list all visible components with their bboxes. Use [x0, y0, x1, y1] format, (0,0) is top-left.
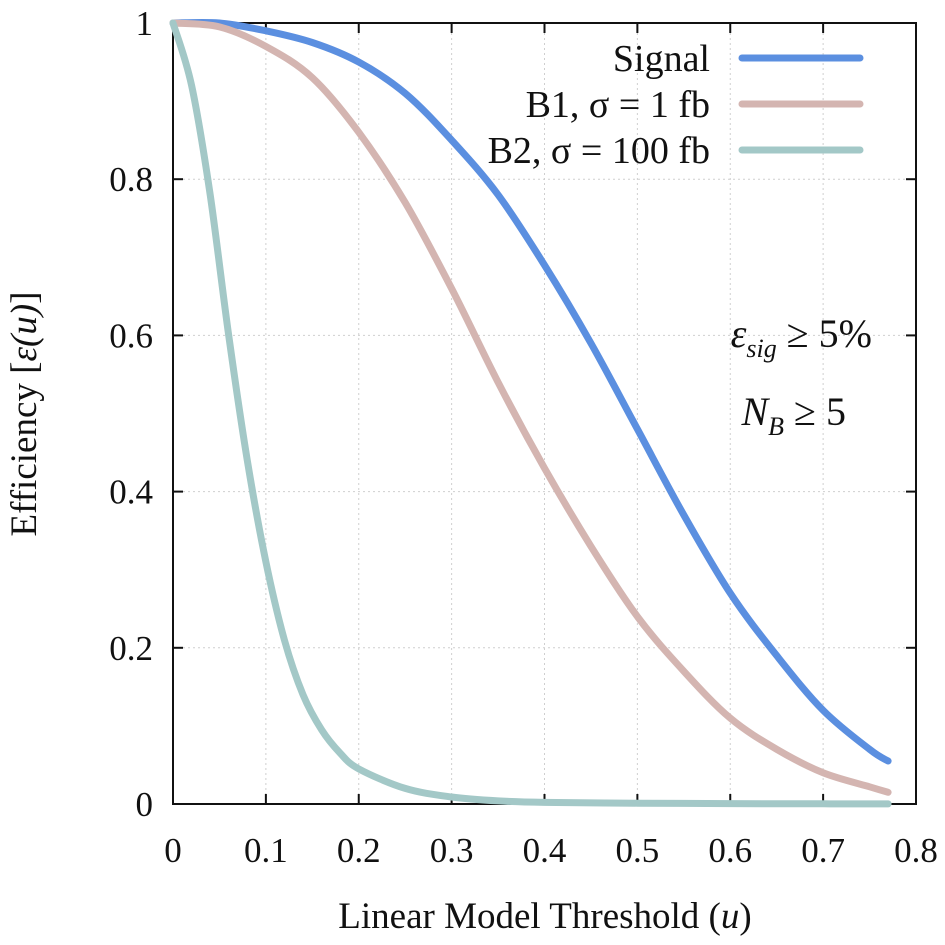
- x-tick-labels: 0 0.1 0.2 0.3 0.4 0.5 0.6 0.7 0.8: [164, 831, 938, 870]
- y-tick-label: 0.6: [109, 316, 153, 355]
- series-line-3: [169, 19, 892, 808]
- x-tick-label: 0.7: [801, 831, 845, 870]
- x-tick-label: 0.6: [708, 831, 752, 870]
- annotation-background-count: NB ≥ 5: [740, 389, 846, 441]
- x-tick-label: 0.3: [430, 831, 474, 870]
- x-tick-label: 0.1: [244, 831, 288, 870]
- legend-label-1: Signal: [613, 38, 710, 80]
- y-tick-label: 0.8: [109, 160, 153, 199]
- y-axis-label: Efficiency [ε(u)]: [4, 291, 45, 536]
- x-tick-label: 0: [164, 831, 182, 870]
- y-tick-label: 0: [136, 785, 154, 824]
- x-tick-label: 0.5: [616, 831, 660, 870]
- x-tick-label: 0.4: [523, 831, 567, 870]
- x-tick-label: 0.8: [894, 831, 938, 870]
- legend-label-3: B2, σ = 100 fb: [488, 130, 710, 172]
- annotation-signal-efficiency: εsig ≥ 5%: [731, 311, 872, 363]
- y-tick-label: 1: [136, 4, 154, 43]
- series-line-1: [169, 18, 892, 765]
- series-lines: [169, 18, 892, 808]
- series-line-2: [169, 19, 892, 796]
- y-tick-labels: 0 0.2 0.4 0.6 0.8 1: [109, 4, 153, 824]
- y-tick-label: 0.4: [109, 473, 153, 512]
- legend-label-2: B1, σ = 1 fb: [526, 84, 710, 126]
- x-axis-label: Linear Model Threshold (u): [338, 896, 751, 937]
- x-tick-label: 0.2: [337, 831, 381, 870]
- y-tick-label: 0.2: [109, 629, 153, 668]
